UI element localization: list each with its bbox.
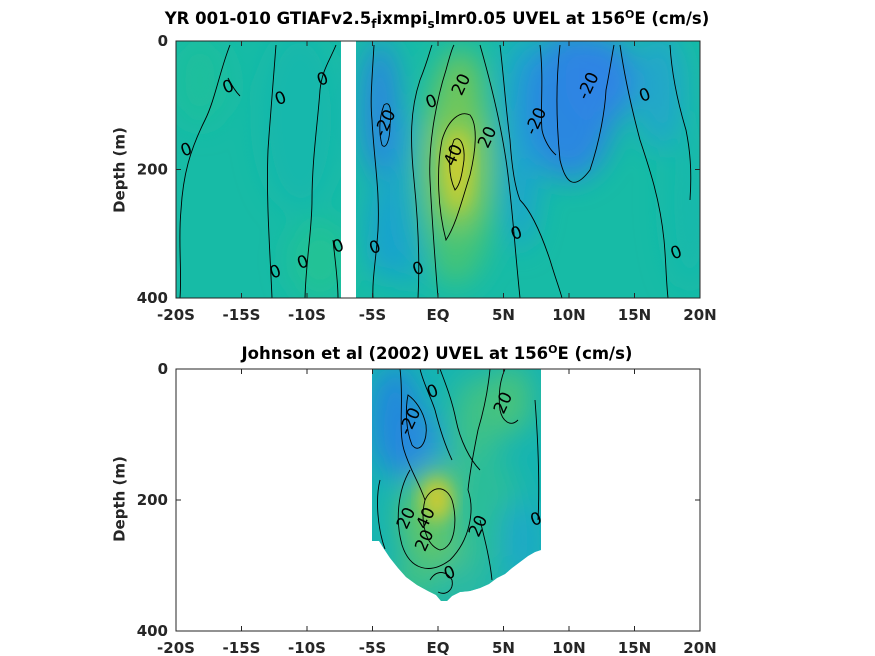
top-x-tick-label: -5S — [359, 306, 386, 324]
top-y-axis-label: Depth (m) — [111, 127, 129, 213]
top-x-tick-label: 15N — [618, 306, 651, 324]
bottom-chart-title: Johnson et al (2002) UVEL at 156OE (cm/s… — [241, 343, 633, 364]
missing-data-band — [341, 41, 356, 298]
top-x-tick-label: -15S — [223, 306, 261, 324]
top-panel: YR 001-010 GTIAFv2.5fixmpislmr0.05 UVEL … — [111, 8, 717, 325]
bottom-y-axis: 0 200 400 — [137, 360, 700, 640]
bottom-heatmap — [372, 369, 541, 601]
top-chart-title: YR 001-010 GTIAFv2.5fixmpislmr0.05 UVEL … — [164, 8, 710, 31]
top-x-tick-label: -20S — [157, 306, 195, 324]
top-x-tick-label: 20N — [683, 306, 716, 324]
bottom-panel: Johnson et al (2002) UVEL at 156OE (cm/s… — [111, 343, 717, 656]
top-y-tick-label: 0 — [158, 32, 168, 50]
bottom-x-tick-label: 15N — [618, 639, 651, 656]
contour-lines — [179, 44, 692, 298]
bottom-x-tick-label: 10N — [552, 639, 585, 656]
bottom-y-tick-label: 400 — [137, 622, 168, 640]
bottom-x-axis: -20S -15S -10S -5S EQ 5N 10N 15N 20N — [157, 369, 717, 656]
bottom-x-tick-label: EQ — [427, 639, 450, 656]
top-x-tick-label: 5N — [492, 306, 515, 324]
top-y-axis: 0 200 400 — [137, 32, 700, 307]
top-x-tick-label: EQ — [427, 306, 450, 324]
bottom-x-tick-label: 20N — [683, 639, 716, 656]
bottom-y-tick-label: 0 — [158, 360, 168, 378]
bottom-y-axis-label: Depth (m) — [111, 456, 129, 542]
top-y-tick-label: 200 — [137, 161, 168, 179]
top-y-tick-label: 400 — [137, 289, 168, 307]
bottom-x-tick-label: -20S — [157, 639, 195, 656]
top-x-axis: -20S -15S -10S -5S EQ 5N 10N 15N 20N — [157, 41, 717, 324]
bottom-x-tick-label: -10S — [288, 639, 326, 656]
bottom-x-tick-label: 5N — [492, 639, 515, 656]
top-x-tick-label: -10S — [288, 306, 326, 324]
bottom-x-tick-label: -5S — [359, 639, 386, 656]
bottom-y-tick-label: 200 — [137, 491, 168, 509]
top-heatmap — [176, 41, 700, 298]
obs-contour-lines — [377, 369, 540, 594]
bottom-x-tick-label: -15S — [223, 639, 261, 656]
top-x-tick-label: 10N — [552, 306, 585, 324]
